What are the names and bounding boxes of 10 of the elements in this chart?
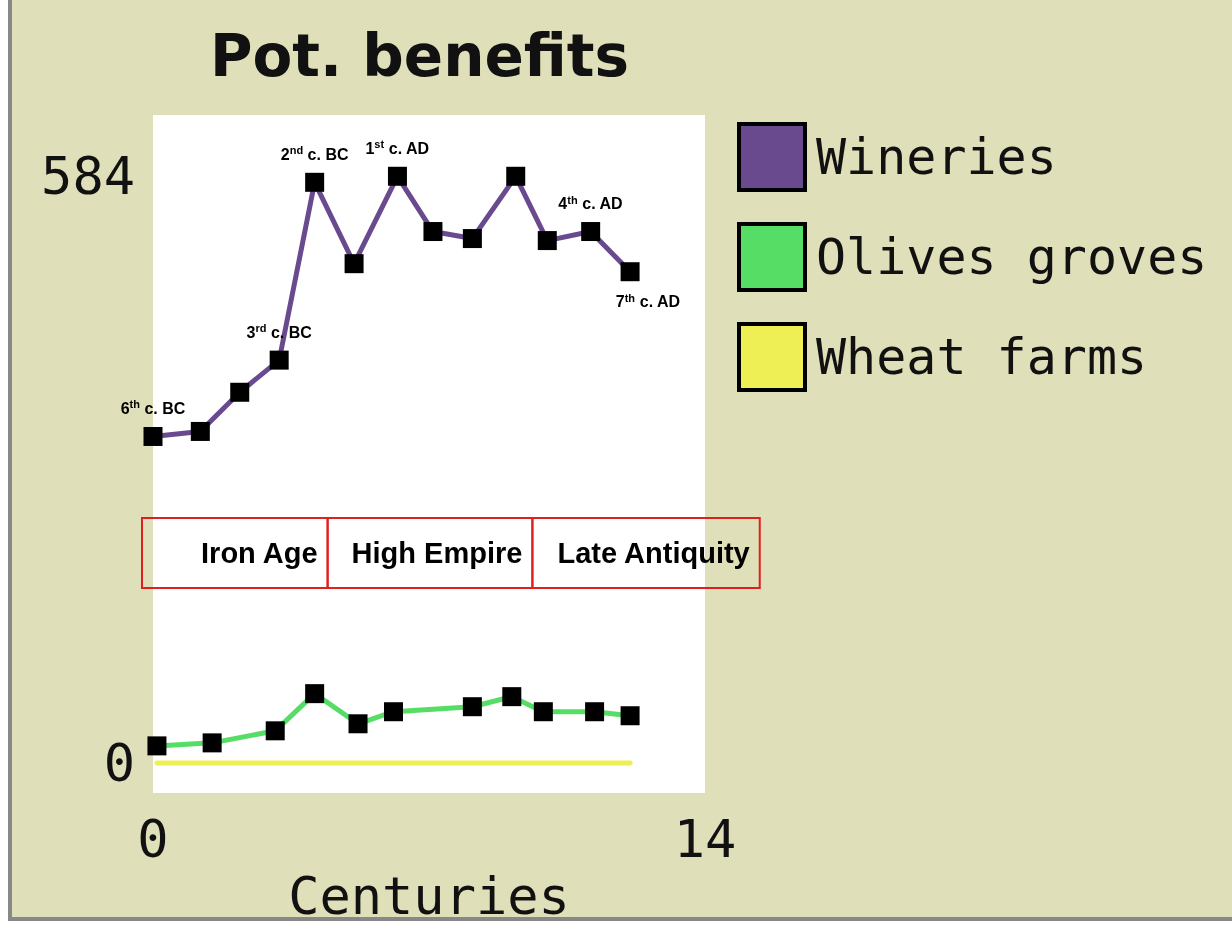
x-axis-title: Centuries bbox=[288, 866, 570, 926]
legend-label: Olives groves bbox=[816, 228, 1208, 286]
x-tick-label: 14 bbox=[673, 809, 737, 870]
annotation: Late Antiquity bbox=[557, 537, 750, 569]
legend-label: Wheat farms bbox=[816, 328, 1148, 386]
annotation: High Empire bbox=[351, 537, 523, 569]
y-tick-label: 584 bbox=[41, 146, 135, 207]
annotation: Iron Age bbox=[201, 537, 318, 569]
chart-title: Pot. benefits bbox=[210, 22, 630, 90]
legend-label: Wineries bbox=[816, 128, 1057, 186]
